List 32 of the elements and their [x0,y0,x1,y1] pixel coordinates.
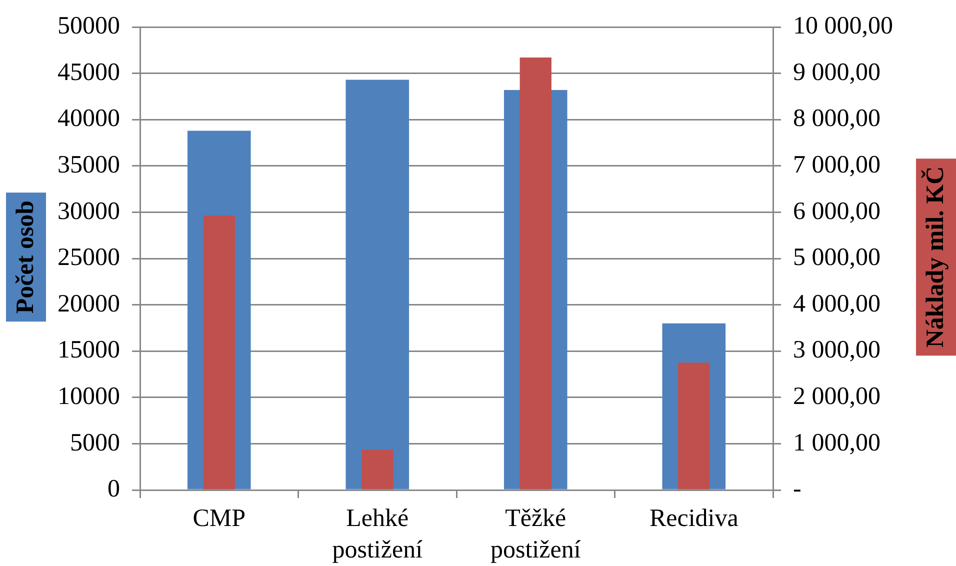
y2-tick-label: 7 000,00 [793,151,880,178]
bar [203,215,235,490]
y2-tick-label: 4 000,00 [793,290,880,318]
y-tick-label: 40000 [58,105,120,132]
y-tick-label: 50000 [58,12,120,40]
x-tick-label: Lehké postižení [332,505,423,564]
y2-axis-title: Náklady mil. KČ [916,158,956,356]
y2-tick-label: 5 000,00 [793,244,880,272]
y2-tick-label: 6 000,00 [793,198,880,225]
bar [362,450,394,490]
bar [678,362,710,490]
y2-tick-label: 10 000,00 [793,12,893,40]
y-tick-label: 20000 [58,290,120,318]
x-tick-label: Recidiva [649,505,738,532]
x-tick-label: CMP [192,505,246,532]
y-tick-label: 15000 [58,336,120,364]
bar [346,80,410,490]
y-tick-label: 35000 [58,151,120,178]
y-tick-label: 0 [108,476,120,503]
y-tick-label: 10000 [58,382,120,410]
y-axis-title: Počet osob [6,192,46,322]
y2-tick-label: 9 000,00 [793,58,880,86]
y2-tick-label: 1 000,00 [793,429,880,456]
x-tick-label: Těžké postižení [490,505,581,564]
y2-tick-label: 8 000,00 [793,105,880,132]
y-tick-label: 30000 [58,198,120,225]
y2-tick-label: 2 000,00 [793,382,880,410]
y-tick-label: 5000 [70,429,120,456]
y2-tick-label: - [793,476,802,503]
y-tick-label: 45000 [58,58,120,86]
y-tick-label: 25000 [58,244,120,272]
y2-tick-label: 3 000,00 [793,336,880,364]
